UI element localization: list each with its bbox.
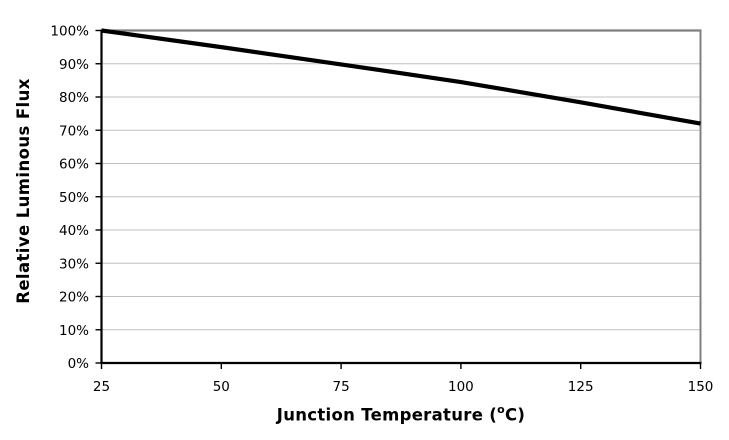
y-tick-label: 0% <box>68 356 90 372</box>
x-tick-label: 50 <box>213 379 230 395</box>
x-tick-label: 75 <box>333 379 350 395</box>
y-tick-label: 60% <box>59 157 89 173</box>
y-tick-label: 10% <box>59 323 89 339</box>
x-axis-title: Junction Temperature (oC) <box>201 403 601 428</box>
y-tick-label: 30% <box>59 256 89 272</box>
x-tick-label: 150 <box>688 379 714 395</box>
x-axis-title-unit: C) <box>504 405 526 425</box>
y-tick-label: 50% <box>59 190 89 206</box>
x-tick-label: 25 <box>93 379 110 395</box>
x-tick-label: 125 <box>568 379 594 395</box>
y-tick-label: 70% <box>59 123 89 139</box>
y-tick-label: 20% <box>59 290 89 306</box>
y-tick-label: 80% <box>59 90 89 106</box>
series-line-relative-luminous-flux <box>101 28 701 126</box>
y-axis-title: Relative Luminous Flux <box>14 78 33 304</box>
y-tick-label: 100% <box>50 24 89 40</box>
x-axis-title-text: Junction Temperature ( <box>276 405 498 425</box>
x-tick-label: 100 <box>448 379 474 395</box>
y-tick-label: 90% <box>59 57 89 73</box>
y-tick-label: 40% <box>59 223 89 239</box>
degree-superscript: o <box>497 403 505 416</box>
